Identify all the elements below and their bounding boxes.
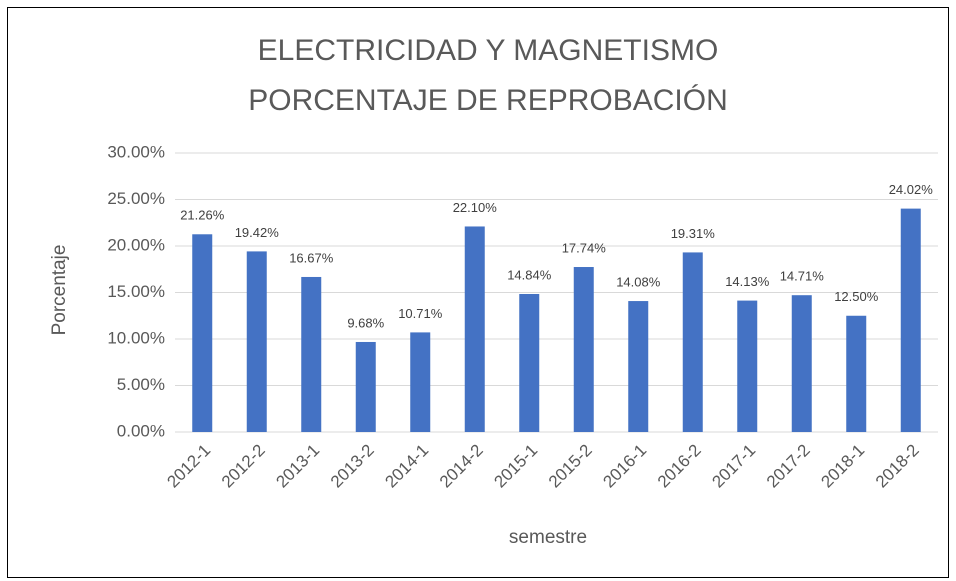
- data-label: 19.31%: [671, 226, 716, 241]
- y-tick-label: 15.00%: [107, 282, 165, 301]
- bar: [464, 226, 485, 432]
- data-label: 14.71%: [780, 269, 825, 284]
- data-label: 22.10%: [453, 200, 498, 215]
- y-axis-label: Porcentaje: [49, 245, 70, 336]
- bar: [682, 252, 703, 432]
- y-tick-label: 5.00%: [117, 375, 165, 394]
- data-label: 9.68%: [347, 315, 384, 330]
- y-tick-label: 0.00%: [117, 421, 165, 440]
- data-label: 12.50%: [834, 289, 879, 304]
- data-label: 14.13%: [725, 274, 770, 289]
- y-tick-label: 30.00%: [107, 142, 165, 161]
- bar: [573, 267, 594, 432]
- data-label: 10.71%: [398, 306, 443, 321]
- bar: [192, 234, 213, 432]
- bar: [519, 293, 540, 432]
- bar: [846, 315, 867, 432]
- data-label: 14.08%: [616, 274, 661, 289]
- y-tick-label: 10.00%: [107, 328, 165, 347]
- bar: [301, 276, 322, 432]
- bar: [900, 208, 921, 432]
- data-label: 21.26%: [180, 208, 225, 223]
- bar: [355, 341, 376, 432]
- chart-title: ELECTRICIDAD Y MAGNETISMO: [258, 34, 719, 67]
- data-label: 17.74%: [562, 240, 607, 255]
- y-tick-label: 25.00%: [107, 189, 165, 208]
- bar: [246, 251, 267, 432]
- data-label: 16.67%: [289, 250, 334, 265]
- x-axis-label: semestre: [509, 527, 587, 548]
- bar: [628, 301, 649, 432]
- chart-title: PORCENTAJE DE REPROBACIÓN: [248, 84, 728, 117]
- data-label: 24.02%: [889, 182, 934, 197]
- bar: [410, 332, 431, 432]
- data-label: 14.84%: [507, 267, 552, 282]
- y-tick-label: 20.00%: [107, 235, 165, 254]
- bar: [791, 295, 812, 432]
- data-label: 19.42%: [235, 225, 280, 240]
- bar: [737, 300, 758, 432]
